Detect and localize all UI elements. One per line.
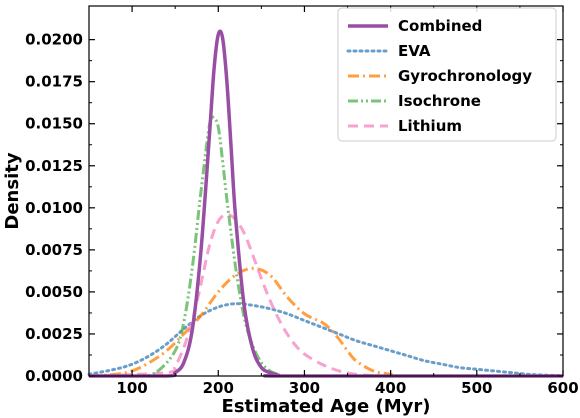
plot-frame	[88, 5, 564, 377]
series-line-isochrone	[89, 114, 563, 378]
x-axis-title: Estimated Age (Myr)	[222, 396, 431, 417]
legend: Combined EVA Gyrochronology Isochrone Lithiu…	[337, 7, 557, 142]
x-tick-label: 300	[289, 379, 320, 397]
y-tick-label: 0.0200	[25, 31, 83, 49]
y-axis-title: Density	[2, 152, 23, 229]
y-tick-label: 0.0150	[25, 115, 83, 133]
legend-label-combined: Combined	[398, 17, 482, 35]
y-tick-label: 0.0075	[25, 241, 83, 259]
legend-box	[337, 7, 557, 142]
series-curves	[87, 29, 565, 378]
y-tick-label: 0.0175	[25, 73, 83, 91]
y-tick-label: 0.0025	[25, 325, 83, 343]
x-tick-label: 500	[461, 379, 492, 397]
x-tick-label: 100	[116, 379, 147, 397]
series-line-gyrochronology	[88, 266, 563, 378]
series-line-lithium	[88, 213, 563, 378]
legend-label-isochrone: Isochrone	[398, 92, 481, 110]
y-axis: 0.0000 0.0025 0.0050 0.0075 0.0100 0.0125 0.01…	[25, 31, 563, 385]
y-tick-label: 0.0100	[25, 199, 83, 217]
x-tick-label: 400	[375, 379, 406, 397]
legend-label-eva: EVA	[398, 42, 431, 60]
x-axis: 100 200 300 400 500 600	[88, 6, 579, 397]
legend-label-lithium: Lithium	[398, 117, 462, 135]
series-line-eva	[87, 302, 565, 378]
legend-label-gyrochronology: Gyrochronology	[398, 67, 532, 85]
series-line-combined	[89, 29, 563, 378]
y-tick-label: 0.0050	[25, 283, 83, 301]
x-tick-label: 600	[547, 379, 578, 397]
y-tick-label: 0.0000	[25, 367, 83, 385]
x-tick-label: 200	[203, 379, 234, 397]
y-tick-label: 0.0125	[25, 157, 83, 175]
